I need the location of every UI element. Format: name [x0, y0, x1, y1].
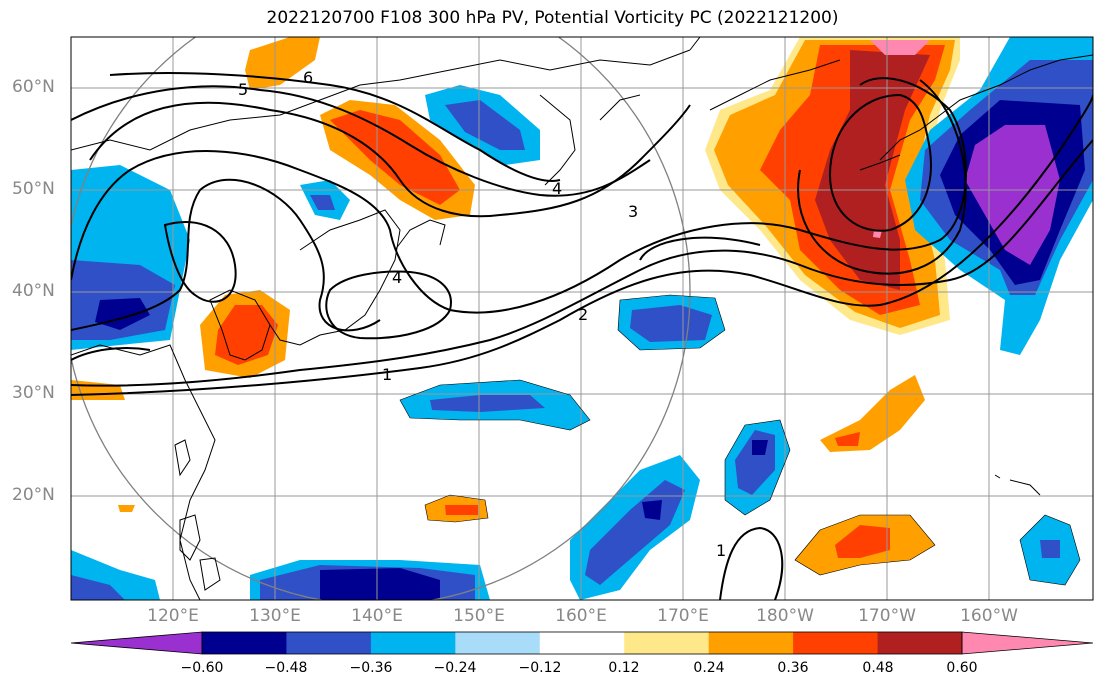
- coastlines: [71, 37, 1093, 600]
- colorbar-tick-9: 0.60: [946, 660, 978, 676]
- contour-label-2: 2: [578, 305, 588, 324]
- graticule: [71, 37, 1093, 600]
- lat-label-40n: 40°N: [12, 281, 55, 301]
- lon-label-170e: 170°E: [657, 606, 709, 626]
- colorbar-tick-7: 0.36: [777, 660, 809, 676]
- contour-label-3: 3: [628, 202, 638, 221]
- lat-label-20n: 20°N: [12, 485, 55, 505]
- colorbar-swatch: [286, 632, 372, 654]
- colorbar-swatch: [708, 632, 794, 654]
- colorbar-tick-5: 0.12: [608, 660, 640, 676]
- colorbar-swatch: [539, 632, 625, 654]
- colorbar-tick-3: −0.24: [433, 660, 477, 676]
- colorbar-tick-1: −0.48: [264, 660, 308, 676]
- lat-label-30n: 30°N: [12, 383, 55, 403]
- map-frame: [70, 36, 1094, 601]
- colorbar-swatch: [455, 632, 541, 654]
- colorbar-tick-4: −0.12: [518, 660, 562, 676]
- colorbar-swatch: [793, 632, 879, 654]
- contour-label-1b: 1: [716, 541, 726, 560]
- colorbar-swatch: [202, 632, 287, 654]
- map-title: 2022120700 F108 300 hPa PV, Potential Vo…: [266, 8, 839, 28]
- contour-label-4b: 4: [392, 268, 402, 287]
- lat-label-60n: 60°N: [12, 77, 55, 97]
- positive-anomaly-central-pacific: [705, 37, 960, 335]
- colorbar-swatch: [624, 632, 710, 654]
- lon-label-170w: 170°W: [858, 606, 916, 626]
- contour-label-4a: 4: [552, 179, 562, 198]
- lon-label-140e: 140°E: [351, 606, 403, 626]
- contour-label-1a: 1: [382, 365, 392, 384]
- contour-label-5: 5: [238, 80, 248, 99]
- pv-contours: [71, 72, 1093, 600]
- range-circle: [71, 37, 691, 600]
- negative-anomaly-west: [71, 85, 1080, 600]
- colorbar-swatch: [370, 632, 456, 654]
- colorbar-swatch: [877, 632, 963, 654]
- anomaly-outlines: [399, 294, 1081, 586]
- lat-label-50n: 50°N: [12, 179, 55, 199]
- colorbar-extend-left: [70, 631, 203, 655]
- lon-label-160e: 160°E: [555, 606, 607, 626]
- colorbar-tick-8: 0.48: [862, 660, 894, 676]
- colorbar-frame: [201, 631, 963, 655]
- colorbar-extend-right: [961, 631, 1094, 655]
- lon-label-160w: 160°W: [960, 606, 1018, 626]
- lon-label-120e: 120°E: [147, 606, 199, 626]
- contour-label-6: 6: [303, 68, 313, 87]
- colorbar-tick-0: −0.60: [180, 660, 224, 676]
- lon-label-180w: 180°W: [756, 606, 814, 626]
- colorbar-tick-6: 0.24: [693, 660, 725, 676]
- lon-label-130e: 130°E: [249, 606, 301, 626]
- colorbar-tick-2: −0.36: [349, 660, 393, 676]
- lon-label-150e: 150°E: [453, 606, 505, 626]
